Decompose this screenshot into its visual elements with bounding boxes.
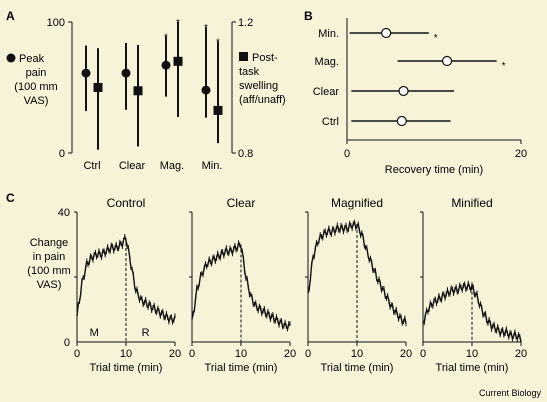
panel-c-subplot-title: Clear [227, 196, 256, 210]
panel-a-left-axis-label-line: (100 mm [14, 81, 57, 93]
panel-c-x-tick-label: 20 [284, 348, 296, 360]
panel-a-peak-pain-point [81, 68, 91, 78]
panel-b-category-label: Min. [318, 28, 339, 40]
panel-a-significance-mark: * [176, 18, 180, 29]
panel-b-x-axis-label: Recovery time (min) [385, 164, 483, 176]
panel-c-x-axis-label: Trial time (min) [436, 362, 509, 374]
panel-c-x-tick-label: 0 [189, 348, 195, 360]
panel-c-subplot-title: Control [107, 196, 146, 210]
panel-a-left-axis-label-line: Peak [19, 53, 45, 65]
panel-c-subplot-control: Control 0 10 20 Trial time (min) M R [74, 196, 181, 374]
panel-c-x-tick-label: 10 [235, 348, 247, 360]
panel-a-peak-pain-point [121, 68, 131, 78]
panel-a-swelling-point [213, 105, 223, 115]
panel-c-pain-trace [191, 240, 290, 332]
panel-c-subplot-minified: Minified 0 10 20 Trial time (min) [420, 196, 527, 374]
panel-a-left-tick-label: 0 [59, 148, 65, 160]
panel-c-pain-trace [422, 280, 522, 343]
panel-b-category-label: Mag. [315, 56, 339, 68]
panel-c-x-axis-label: Trial time (min) [205, 362, 278, 374]
panel-c-letter: C [6, 191, 15, 205]
panel-c-x-axis-label: Trial time (min) [321, 362, 394, 374]
panel-c-phase-label: R [142, 327, 150, 339]
panel-c-x-tick-label: 10 [466, 348, 478, 360]
panel-c-x-axis-label: Trial time (min) [90, 362, 163, 374]
panel-a-peak-pain-point [201, 85, 211, 95]
panel-b-category-label: Clear [313, 86, 340, 98]
panel-c: Change in pain (100 mm VAS) 40 0 Control 0 10 20 T… [27, 196, 527, 374]
panel-c-pain-trace [76, 234, 176, 325]
panel-a-right-axis-label-line: task [239, 66, 260, 78]
panel-a-significance-mark: * [204, 23, 208, 34]
panel-b-category-label: Ctrl [322, 116, 339, 128]
panel-c-y-axis-label-line: in pain [33, 251, 65, 263]
panel-a-significance-mark: * [216, 38, 220, 49]
panel-a-swelling-point [93, 83, 103, 92]
panel-c-subplot-clear: Clear 0 10 20 Trial time (min) [189, 196, 296, 374]
panel-a-category-label: Min. [202, 160, 223, 172]
panel-a-right-axis-label-line: swelling [239, 80, 278, 92]
panel-b-x-tick-label: 20 [515, 148, 527, 160]
panel-a-left-axis-label-line: pain [26, 67, 47, 79]
panel-c-y-tick-label: 40 [58, 207, 70, 219]
panel-a-swelling-point [173, 56, 183, 66]
panel-a-right-axis-label-line: (aff/unaff) [239, 94, 286, 106]
panel-c-x-tick-label: 10 [351, 348, 363, 360]
panel-c-y-tick-label: 0 [64, 337, 70, 349]
panel-c-x-tick-label: 20 [400, 348, 412, 360]
panel-b-x-tick-label: 0 [344, 148, 350, 160]
panel-c-y-axis-label-line: VAS) [37, 279, 62, 291]
panel-b-recovery-point [396, 115, 407, 127]
panel-a-left-tick-label: 100 [47, 17, 65, 29]
panel-c-y-axis-label-line: (100 mm [27, 265, 70, 277]
panel-b-recovery-point [381, 27, 392, 39]
panel-b-recovery-point [398, 85, 409, 97]
panel-c-phase-label: M [90, 327, 99, 339]
panel-c-x-tick-label: 20 [169, 348, 181, 360]
panel-b: 0 20 Recovery time (min) Min. * Mag. * Clear Ctr… [313, 18, 527, 176]
panel-a-right-axis-label-line: Post- [252, 52, 278, 64]
panel-c-x-tick-label: 0 [74, 348, 80, 360]
panel-a-legend-square-marker [239, 52, 248, 61]
panel-a: 100 0 1.2 0.8 Peak pain (100 mm VAS) Post-task sw… [6, 17, 286, 172]
panel-c-x-tick-label: 0 [420, 348, 426, 360]
panel-a-right-tick-label: 0.8 [238, 148, 253, 160]
panel-c-y-axis-label-line: Change [30, 237, 69, 249]
panel-b-recovery-point [441, 55, 453, 67]
panel-a-letter: A [6, 9, 15, 23]
panel-c-subplot-title: Minified [451, 196, 492, 210]
panel-a-category-label: Mag. [160, 160, 184, 172]
panel-a-legend-circle-marker [6, 53, 16, 63]
panel-a-left-axis-label-line: VAS) [24, 95, 49, 107]
panel-b-letter: B [304, 9, 313, 23]
credit-text: Current Biology [479, 388, 542, 398]
panel-a-category-label: Ctrl [83, 160, 100, 172]
panel-c-x-tick-label: 20 [515, 348, 527, 360]
panel-a-right-tick-label: 1.2 [238, 17, 253, 29]
panel-c-x-tick-label: 0 [305, 348, 311, 360]
panel-c-subplot-title: Magnified [331, 196, 383, 210]
panel-b-significance-mark: * [434, 33, 438, 44]
panel-c-pain-trace [307, 220, 407, 326]
panel-a-significance-mark: * [164, 32, 168, 43]
panel-b-significance-mark: * [502, 61, 506, 72]
panel-a-category-label: Clear [119, 160, 146, 172]
panel-c-x-tick-label: 10 [120, 348, 132, 360]
panel-a-swelling-point [133, 86, 143, 96]
panel-a-peak-pain-point [161, 60, 171, 70]
panel-c-subplot-magnified: Magnified 0 10 20 Trial time (min) [305, 196, 412, 374]
